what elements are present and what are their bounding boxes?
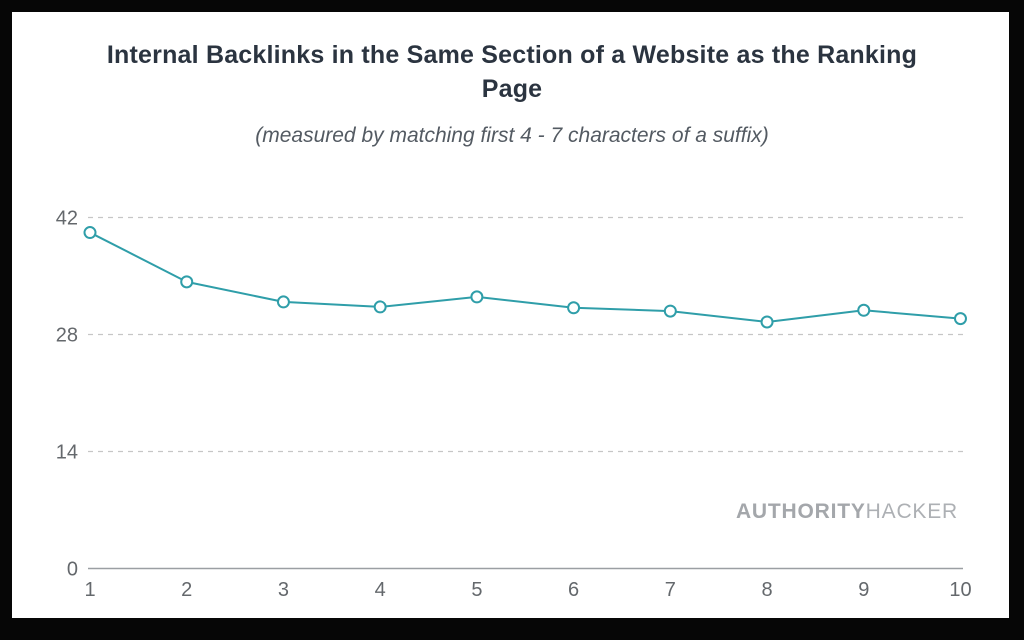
logo-text-hacker: HACKER xyxy=(865,500,958,523)
data-point-marker xyxy=(83,226,97,240)
data-point-marker xyxy=(953,312,967,326)
data-point-marker xyxy=(470,290,484,304)
series-line xyxy=(89,231,961,323)
data-point-marker xyxy=(180,275,194,289)
chart-title: Internal Backlinks in the Same Section o… xyxy=(106,41,918,103)
logo-text-authority: AUTHORITY xyxy=(735,500,866,523)
authorityhacker-logo: AUTHORITYHACKER xyxy=(736,500,958,524)
y-tick-label: 14 xyxy=(56,442,78,464)
x-tick-label: 10 xyxy=(949,579,971,601)
x-tick-label: 8 xyxy=(761,579,772,601)
x-tick-label: 9 xyxy=(858,579,869,601)
data-point-marker xyxy=(760,315,774,329)
data-point-marker xyxy=(567,301,581,315)
x-tick-label: 3 xyxy=(278,579,289,601)
y-tick-label: 42 xyxy=(56,208,78,230)
chart-card xyxy=(12,12,1009,618)
x-tick-label: 2 xyxy=(181,579,192,601)
x-tick-label: 6 xyxy=(568,579,579,601)
x-tick-label: 4 xyxy=(375,579,386,601)
data-point-marker xyxy=(276,295,290,309)
data-point-marker xyxy=(857,303,871,317)
data-point-marker xyxy=(663,304,677,318)
y-tick-label: 0 xyxy=(67,559,78,581)
y-tick-label: 28 xyxy=(56,325,78,347)
x-tick-label: 7 xyxy=(665,579,676,601)
chart-subtitle: (measured by matching first 4 - 7 charac… xyxy=(255,124,769,147)
data-point-marker xyxy=(373,300,387,314)
x-tick-label: 1 xyxy=(84,579,95,601)
x-tick-label: 5 xyxy=(471,579,482,601)
